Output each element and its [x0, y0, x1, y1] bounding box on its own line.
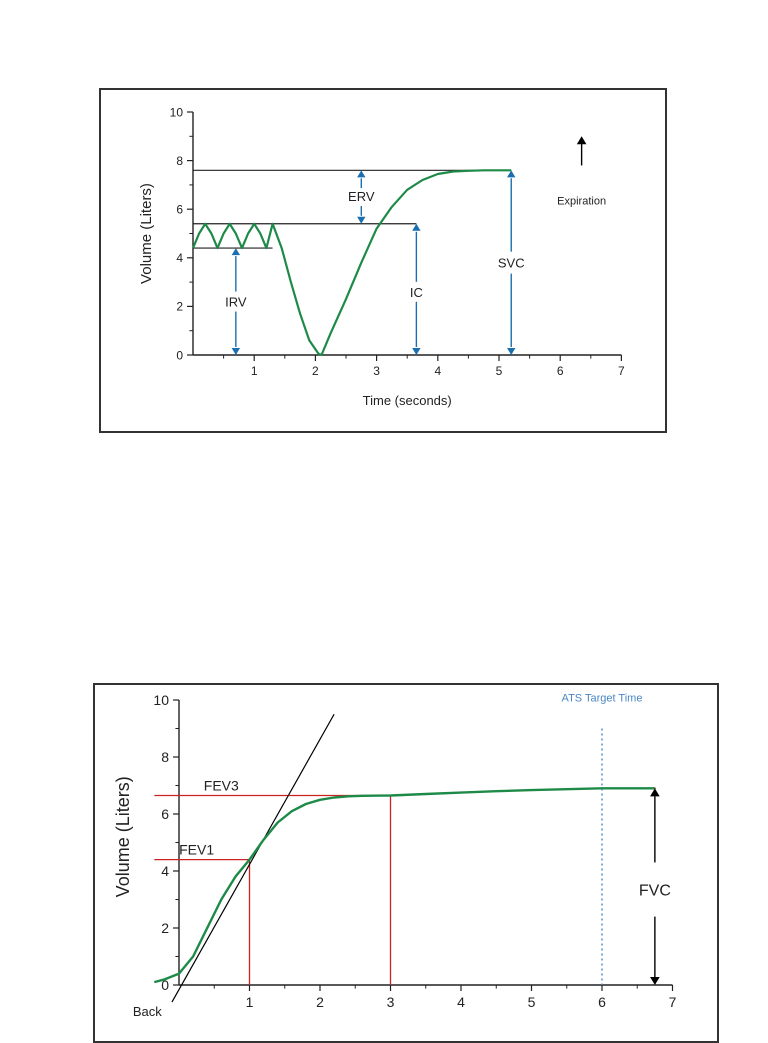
y-tick-label: 6	[161, 806, 169, 822]
x-tick-label: 1	[246, 994, 254, 1010]
y-tick-label: 2	[161, 920, 169, 936]
svc-figure: 0 2 4 6 8 10 1 2 3 4 5 6 7 Time (seconds) Volume (Lite…	[99, 88, 667, 433]
annotation-label: SVC	[498, 256, 525, 271]
annotation-label: IC	[410, 285, 423, 300]
fev3-label: FEV3	[204, 777, 239, 793]
expiration-arrow-head	[576, 136, 587, 145]
annotation-erv: ERV	[348, 170, 375, 224]
x-axis-label: Time (seconds)	[363, 393, 452, 408]
annotation-arrow-head-top	[507, 170, 516, 178]
fvc-label: FVC	[639, 883, 671, 900]
annotation-irv: IRV	[225, 248, 247, 355]
x-tick-label: 4	[434, 364, 441, 378]
y-tick-label: 2	[176, 300, 183, 314]
x-tick-label: 7	[618, 364, 625, 378]
annotation-label: IRV	[225, 295, 247, 310]
y-tick-label: 10	[170, 105, 184, 119]
back-extrapolation-line	[171, 713, 335, 1003]
annotation-ic: IC	[410, 223, 423, 355]
annotation-arrow-head-top	[231, 248, 241, 256]
annotation-arrow-head-bottom	[412, 348, 421, 355]
annotation-svc: SVC	[498, 170, 525, 355]
back-extrapolation-label: Back	[133, 1004, 162, 1019]
x-tick-label: 3	[373, 364, 380, 378]
x-tick-label: 6	[557, 364, 564, 378]
y-tick-label: 0	[176, 348, 183, 362]
x-tick-label: 4	[457, 994, 465, 1010]
annotation-arrow-head-top	[357, 170, 366, 178]
x-tick-label: 6	[598, 994, 606, 1010]
y-axis-label: Volume (Liters)	[138, 183, 155, 284]
expiration-label: Expiration	[557, 195, 606, 207]
y-axis-label: Volume (Liters)	[113, 776, 133, 897]
ats-target-time-label: ATS Target Time	[562, 692, 643, 704]
annotation-label: ERV	[348, 189, 375, 204]
y-tick-label: 10	[153, 692, 169, 708]
annotation-fvc: FVC	[639, 788, 671, 985]
annotation-arrow-head-bottom	[231, 348, 241, 355]
y-tick-label: 4	[161, 863, 169, 879]
annotation-arrow-head-bottom	[650, 977, 660, 985]
x-tick-label: 2	[316, 994, 324, 1010]
x-tick-label: 1	[251, 364, 258, 378]
y-tick-label: 0	[161, 977, 169, 993]
x-tick-label: 5	[528, 994, 536, 1010]
y-tick-label: 8	[176, 154, 183, 168]
x-tick-label: 2	[312, 364, 319, 378]
y-tick-label: 8	[161, 749, 169, 765]
fev1-label: FEV1	[179, 842, 214, 858]
y-tick-label: 4	[176, 251, 183, 265]
volume-series-line	[153, 787, 655, 984]
annotation-arrow-head-bottom	[357, 216, 366, 224]
annotation-expiration: Expiration	[557, 136, 606, 207]
x-tick-label: 3	[387, 994, 395, 1010]
annotation-arrow-head-bottom	[507, 348, 516, 355]
y-tick-label: 6	[176, 203, 183, 217]
annotation-arrow-head-top	[412, 223, 421, 231]
annotation-arrow-head-top	[650, 788, 660, 797]
fvc-figure: 0 2 4 6 8 10 1 2 3 4 5 6 7 Volume (Liters) ATS Target …	[93, 683, 719, 1043]
x-tick-label: 7	[669, 994, 677, 1010]
volume-series-line	[191, 169, 512, 357]
x-tick-label: 5	[496, 364, 503, 378]
